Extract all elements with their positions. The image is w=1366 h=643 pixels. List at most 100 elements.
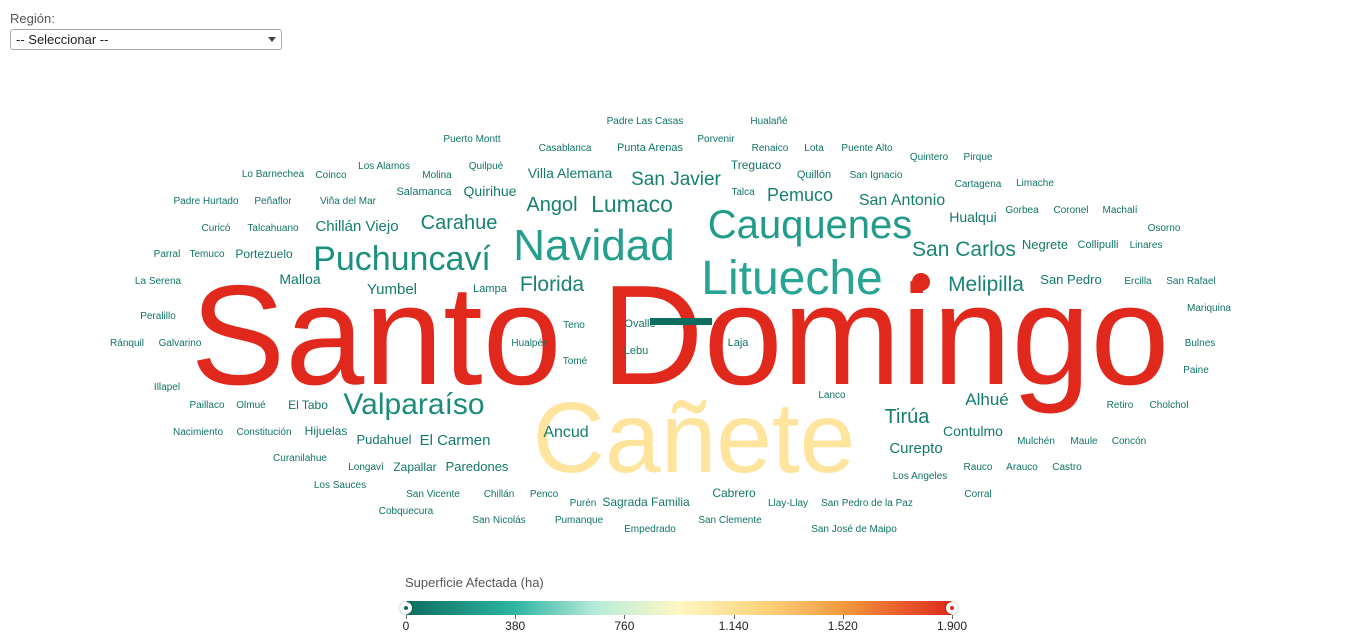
- word-empedrado[interactable]: Empedrado: [624, 524, 676, 535]
- word-ancud[interactable]: Ancud: [543, 424, 588, 441]
- word-mariquina[interactable]: Mariquina: [1187, 303, 1231, 314]
- word-penco[interactable]: Penco: [530, 489, 559, 500]
- word-coinco[interactable]: Coinco: [315, 170, 347, 181]
- word-olmue[interactable]: Olmué: [236, 400, 266, 411]
- word-coronel[interactable]: Coronel: [1053, 205, 1088, 216]
- word-contulmo[interactable]: Contulmo: [943, 423, 1003, 439]
- word-teno[interactable]: Teno: [563, 320, 585, 331]
- word-padre-las-casas[interactable]: Padre Las Casas: [607, 116, 684, 127]
- word-penaflor[interactable]: Peñaflor: [254, 196, 292, 207]
- word-cartagena[interactable]: Cartagena: [955, 179, 1002, 190]
- word-pemuco[interactable]: Pemuco: [767, 185, 833, 205]
- word-ercilla[interactable]: Ercilla: [1124, 276, 1152, 287]
- word-lota[interactable]: Lota: [804, 143, 824, 154]
- word-melipilla[interactable]: Melipilla: [948, 273, 1024, 296]
- word-paillaco[interactable]: Paillaco: [189, 400, 224, 411]
- word-carahue[interactable]: Carahue: [421, 212, 498, 234]
- word-la-serena[interactable]: La Serena: [135, 276, 182, 287]
- region-select[interactable]: -- Seleccionar --: [10, 29, 282, 50]
- word-angol[interactable]: Angol: [526, 194, 577, 216]
- word-punta-arenas[interactable]: Punta Arenas: [617, 142, 684, 154]
- word-canete[interactable]: Cañete: [533, 382, 855, 494]
- word-corral[interactable]: Corral: [964, 489, 991, 500]
- word-villa-alemana[interactable]: Villa Alemana: [528, 165, 613, 181]
- word-ranquil[interactable]: Ránquil: [110, 338, 144, 349]
- word-hijuelas[interactable]: Hijuelas: [305, 424, 348, 438]
- word-linares[interactable]: Linares: [1130, 240, 1163, 251]
- word-arauco[interactable]: Arauco: [1006, 462, 1038, 473]
- word-collipulli[interactable]: Collipulli: [1078, 239, 1119, 251]
- word-limache[interactable]: Limache: [1016, 178, 1054, 189]
- word-portezuelo[interactable]: Portezuelo: [235, 247, 293, 261]
- word-llay-llay[interactable]: Llay-Llay: [768, 498, 808, 509]
- word-san-nicolas[interactable]: San Nicolás: [472, 515, 525, 526]
- word-rauco[interactable]: Rauco: [964, 462, 993, 473]
- word-lanco[interactable]: Lanco: [818, 390, 846, 401]
- word-valparaiso[interactable]: Valparaíso: [343, 388, 484, 421]
- word-temuco[interactable]: Temuco: [189, 249, 224, 260]
- word-concon[interactable]: Concón: [1112, 436, 1146, 447]
- word-hualqui[interactable]: Hualqui: [949, 209, 996, 225]
- word-san-rafael[interactable]: San Rafael: [1166, 276, 1215, 287]
- word-vina-del-mar[interactable]: Viña del Mar: [320, 196, 377, 207]
- word-san-jose-de-maipo[interactable]: San José de Maipo: [811, 524, 897, 535]
- word-pirque[interactable]: Pirque: [964, 152, 993, 163]
- word-salamanca[interactable]: Salamanca: [396, 186, 452, 198]
- word-talcahuano[interactable]: Talcahuano: [247, 223, 299, 234]
- word-los-alamos[interactable]: Los Alamos: [358, 161, 410, 172]
- word-padre-hurtado[interactable]: Padre Hurtado: [173, 196, 238, 207]
- word-treguaco[interactable]: Treguaco: [731, 158, 782, 172]
- word-litueche[interactable]: Litueche: [701, 252, 882, 305]
- word-talca[interactable]: Talca: [731, 187, 755, 198]
- word-longavi[interactable]: Longaví: [348, 462, 384, 473]
- word-yumbel[interactable]: Yumbel: [367, 281, 417, 298]
- word-san-pedro-de-la-paz[interactable]: San Pedro de la Paz: [821, 498, 913, 509]
- word-gorbea[interactable]: Gorbea: [1005, 205, 1039, 216]
- word-zapallar[interactable]: Zapallar: [393, 460, 436, 474]
- word-puren[interactable]: Purén: [570, 498, 597, 509]
- word-curanilahue[interactable]: Curanilahue: [273, 453, 327, 464]
- word-el-tabo[interactable]: El Tabo: [288, 398, 328, 412]
- word-peralillo[interactable]: Peralillo: [140, 311, 176, 322]
- word-lampa[interactable]: Lampa: [473, 283, 508, 295]
- word-pumanque[interactable]: Pumanque: [555, 515, 604, 526]
- word-curepto[interactable]: Curepto: [889, 440, 942, 457]
- word-maule[interactable]: Maule: [1070, 436, 1098, 447]
- word-quintero[interactable]: Quintero: [910, 152, 949, 163]
- word-los-angeles[interactable]: Los Angeles: [893, 471, 948, 482]
- word-quirihue[interactable]: Quirihue: [464, 183, 517, 199]
- word-machali[interactable]: Machalí: [1102, 205, 1137, 216]
- word-casablanca[interactable]: Casablanca: [539, 143, 592, 154]
- range-handle-min[interactable]: [400, 602, 412, 614]
- word-pudahuel[interactable]: Pudahuel: [357, 432, 412, 447]
- word-san-carlos[interactable]: San Carlos: [912, 238, 1016, 261]
- word-el-carmen[interactable]: El Carmen: [420, 432, 491, 449]
- word-sagrada-familia[interactable]: Sagrada Familia: [602, 495, 690, 509]
- word-cholchol[interactable]: Cholchol: [1150, 400, 1189, 411]
- word-quillon[interactable]: Quillón: [797, 169, 831, 181]
- word-alhue[interactable]: Alhué: [965, 390, 1008, 409]
- word-castro[interactable]: Castro: [1052, 462, 1082, 473]
- word-tome[interactable]: Tomé: [563, 356, 588, 367]
- word-malloa[interactable]: Malloa: [279, 271, 320, 287]
- word-puerto-montt[interactable]: Puerto Montt: [443, 134, 500, 145]
- word-navidad[interactable]: Navidad: [513, 221, 674, 270]
- word-nacimiento[interactable]: Nacimiento: [173, 427, 223, 438]
- word-paine[interactable]: Paine: [1183, 365, 1209, 376]
- word-cobquecura[interactable]: Cobquecura: [379, 506, 434, 517]
- word-parral[interactable]: Parral: [154, 249, 181, 260]
- word-tirua[interactable]: Tirúa: [885, 406, 931, 428]
- word-illapel[interactable]: Illapel: [154, 382, 180, 393]
- range-handle-max[interactable]: [946, 602, 958, 614]
- word-chillan-viejo[interactable]: Chillán Viejo: [315, 218, 398, 235]
- word-bulnes[interactable]: Bulnes: [1185, 338, 1216, 349]
- word-hualane[interactable]: Hualañé: [750, 116, 788, 127]
- word-santo-domingo[interactable]: Santo Domingo: [191, 256, 1170, 415]
- word-galvarino[interactable]: Galvarino: [159, 338, 202, 349]
- word-san-javier[interactable]: San Javier: [631, 169, 721, 190]
- word-cabrero[interactable]: Cabrero: [712, 486, 756, 500]
- word-chillan[interactable]: Chillán: [484, 489, 515, 500]
- word-san-antonio[interactable]: San Antonio: [859, 192, 945, 209]
- word-san-pedro[interactable]: San Pedro: [1040, 272, 1101, 287]
- word-san-vicente[interactable]: San Vicente: [406, 489, 460, 500]
